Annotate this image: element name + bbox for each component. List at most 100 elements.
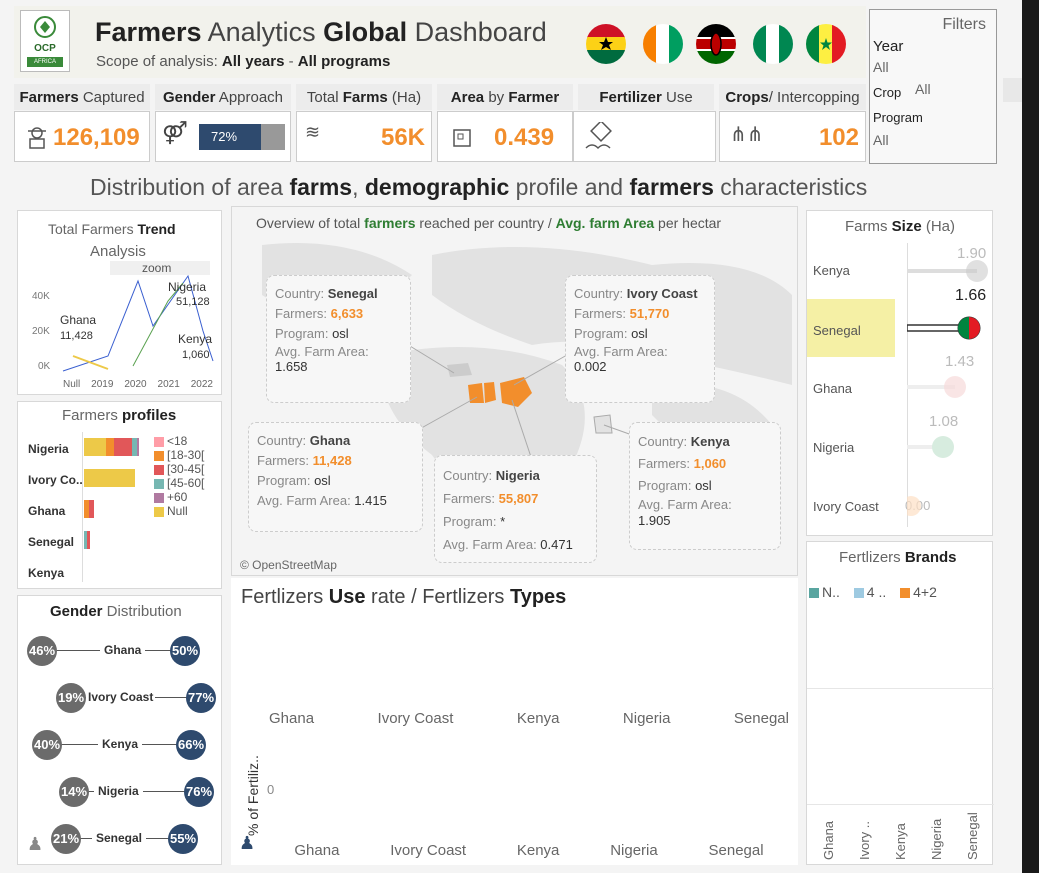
scroll-stub <box>1003 78 1023 102</box>
senegal-flag[interactable] <box>806 24 846 64</box>
profiles-title: Farmers profiles <box>62 407 177 424</box>
trend-label-nigeria: Nigeria <box>168 280 207 294</box>
gender-country: Ivory Coast <box>86 690 156 704</box>
profile-bar-nigeria <box>84 438 139 456</box>
kpi-farmers-head: Farmers Captured <box>14 84 150 110</box>
trend-title-2: Analysis <box>90 243 146 260</box>
kpi-farmers-box: 126,109 <box>14 111 150 162</box>
profile-country: Nigeria <box>28 442 69 456</box>
logo-sub: AFRICA <box>27 57 63 67</box>
program-filter-value[interactable]: All <box>873 132 889 148</box>
zoom-control[interactable]: zoom <box>110 261 210 275</box>
gender-country: Senegal <box>92 831 147 845</box>
gender-bar-value: 72% <box>211 129 238 144</box>
gender-icon: ⚤ <box>162 120 188 145</box>
brands-divider <box>807 688 994 689</box>
profile-axis <box>82 432 83 582</box>
farm-size-country[interactable]: Nigeria <box>813 440 855 455</box>
window-edge <box>1022 0 1039 873</box>
farm-size-country[interactable]: Kenya <box>813 263 850 278</box>
trend-lines <box>62 274 214 372</box>
gender-male-nigeria: 76% <box>184 777 214 807</box>
farm-size-title: Farms Size (Ha) <box>845 218 956 235</box>
y-tick-40k: 40K <box>32 291 50 302</box>
profiles-panel: Farmers profiles Nigeria Ivory Co.. Ghan… <box>17 401 222 589</box>
farm-size-value: 1.08 <box>929 413 959 430</box>
gender-female-ivory: 19% <box>56 683 86 713</box>
gender-country: Ghana <box>100 643 146 657</box>
kpi-crops-box: ⋔⋔ 102 <box>719 111 866 162</box>
fert-use-top-axis: Ghana Ivory Coast Kenya Nigeria Senegal <box>269 710 789 727</box>
gender-female-senegal: 21% <box>51 824 81 854</box>
map-attribution[interactable]: © OpenStreetMap <box>240 558 337 572</box>
y-tick-20k: 20K <box>32 326 50 337</box>
year-filter-value[interactable]: All <box>873 59 889 75</box>
legend-item: N.. <box>809 584 840 600</box>
legend-item: [45-60[ <box>154 476 204 490</box>
fert-use-y-tick: 0 <box>267 782 275 797</box>
crop-filter-value[interactable]: All <box>915 81 931 97</box>
callout-ivory-coast: Country: Ivory Coast Farmers: 51,770 Pro… <box>565 275 715 403</box>
kpi-area-head: Area by Farmer <box>437 84 573 110</box>
callout-ghana: Country: Ghana Farmers: 11,428 Program: … <box>248 422 423 532</box>
farm-size-value: 1.90 <box>957 245 987 262</box>
profile-bar-ghana <box>84 500 94 518</box>
trend-title: Total Farmers Trend <box>48 221 176 237</box>
trend-x-axis: Null 2019 2020 2021 2022 <box>63 379 213 390</box>
profile-country: Kenya <box>28 566 65 580</box>
brands-legend: N.. 4 .. 4+2 <box>809 584 937 600</box>
gender-female-kenya: 40% <box>32 730 62 760</box>
gender-country: Kenya <box>98 737 143 751</box>
callout-senegal: Country: Senegal Farmers: 6,633 Program:… <box>266 275 411 403</box>
logo-text: OCP <box>34 43 56 54</box>
legend-item: 4+2 <box>900 584 937 600</box>
gender-bar-fill <box>199 124 261 150</box>
legend-item: +60 <box>154 490 187 504</box>
kpi-farms-head: Total Farms (Ha) <box>296 84 432 110</box>
ivory-coast-flag[interactable] <box>643 24 683 64</box>
gender-female-ghana: 46% <box>27 636 57 666</box>
fert-use-bottom-axis: Ghana Ivory Coast Kenya Nigeria Senegal <box>294 842 764 859</box>
legend-item: 4 .. <box>853 584 886 600</box>
brand-country: Nigeria <box>929 818 944 860</box>
profile-country: Senegal <box>28 535 75 549</box>
kpi-fert-head: Fertilizer Use <box>578 84 714 110</box>
map-panel: Overview of total farmers reached per co… <box>231 206 798 576</box>
ghana-flag[interactable] <box>586 24 626 64</box>
gender-bar-track: 72% <box>199 124 285 150</box>
kpi-crops-value: 102 <box>818 124 859 151</box>
kpi-area-value: 0.439 <box>494 124 555 151</box>
kpi-gender-box: ⚤ 72% <box>155 111 291 162</box>
farm-size-country[interactable]: Ghana <box>813 381 853 396</box>
brands-title: Fertlizers Brands <box>839 549 957 566</box>
trend-label-kenya: Kenya <box>178 332 213 346</box>
profile-bar-senegal <box>84 531 90 549</box>
farm-size-country[interactable]: Senegal <box>813 323 861 338</box>
field-icon: ≋ <box>305 122 321 142</box>
trend-value-nigeria: 51,128 <box>176 296 210 308</box>
farm-size-panel: Farms Size (Ha) Kenya Senegal Ghana Nige… <box>806 210 993 536</box>
brand-country: Ghana <box>821 820 836 860</box>
highlight-senegal <box>807 299 895 357</box>
farm-size-country[interactable]: Ivory Coast <box>813 499 879 514</box>
kpi-crops-head: Crops/ Intercopping <box>719 84 866 110</box>
callout-kenya: Country: Kenya Farmers: 1,060 Program: o… <box>629 422 781 550</box>
gender-male-senegal: 55% <box>168 824 198 854</box>
callout-nigeria: Country: Nigeria Farmers: 55,807 Program… <box>434 455 597 563</box>
trend-value-kenya: 1,060 <box>182 349 210 361</box>
nigeria-flag[interactable] <box>753 24 793 64</box>
brands-panel: Fertlizers Brands N.. 4 .. 4+2 Ghana Ivo… <box>806 541 994 865</box>
farmer-icon <box>28 127 46 149</box>
trend-panel: Total Farmers Trend Analysis zoom 40K 20… <box>17 210 222 395</box>
fertilizer-icon <box>585 122 612 150</box>
kpi-area-box: 0.439 <box>437 111 573 162</box>
brands-divider <box>807 804 994 805</box>
kpi-gender-head: Gender Approach <box>155 84 291 110</box>
profile-country: Ivory Co.. <box>28 473 83 487</box>
filters-title: Filters <box>942 16 986 33</box>
fert-use-panel: Fertlizers Use rate / Fertlizers Types G… <box>231 578 798 865</box>
map-title: Overview of total farmers reached per co… <box>256 215 722 231</box>
kpi-fert-box <box>573 111 716 162</box>
kpi-farms-value: 56K <box>380 124 425 151</box>
kenya-flag[interactable] <box>696 24 736 64</box>
